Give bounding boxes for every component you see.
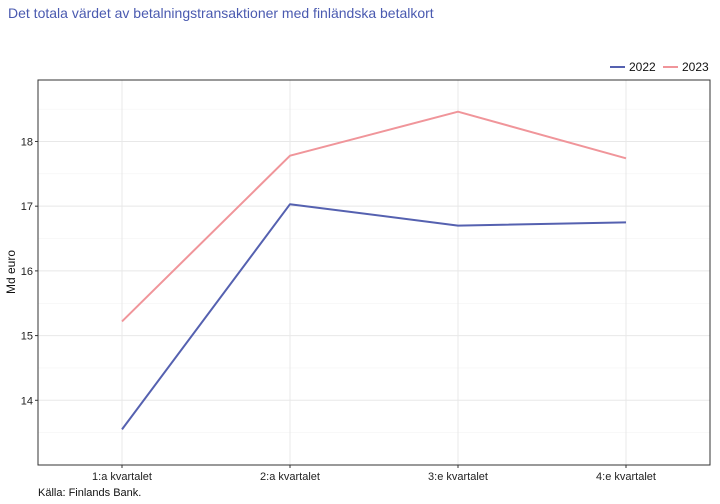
y-axis-label: Md euro [4,250,18,294]
series-line-2022 [121,203,627,430]
legend-label-2022: 2022 [629,60,656,74]
y-tick-label: 15 [21,331,33,343]
series-line-2023 [121,110,627,323]
y-tick-label: 17 [21,201,33,213]
grid [38,80,710,466]
x-tick-label: 3:e kvartalet [428,471,488,483]
y-tick-label: 18 [21,136,33,148]
source-caption: Källa: Finlands Bank. [38,487,141,499]
series [121,110,627,430]
x-tick-label: 2:a kvartalet [260,471,320,483]
y-tick-label: 14 [21,395,33,407]
legend-label-2023: 2023 [682,60,709,74]
legend: 2022 2023 [610,60,709,74]
x-tick-label: 4:e kvartalet [596,471,656,483]
x-tick-label: 1:a kvartalet [92,471,152,483]
y-axis: 14 15 16 17 18 [21,136,38,407]
chart-title: Det totala värdet av betalningstransakti… [8,5,434,21]
y-tick-label: 16 [21,266,33,278]
x-axis: 1:a kvartalet 2:a kvartalet 3:e kvartalet 4… [92,465,656,483]
plot-frame [37,79,711,466]
